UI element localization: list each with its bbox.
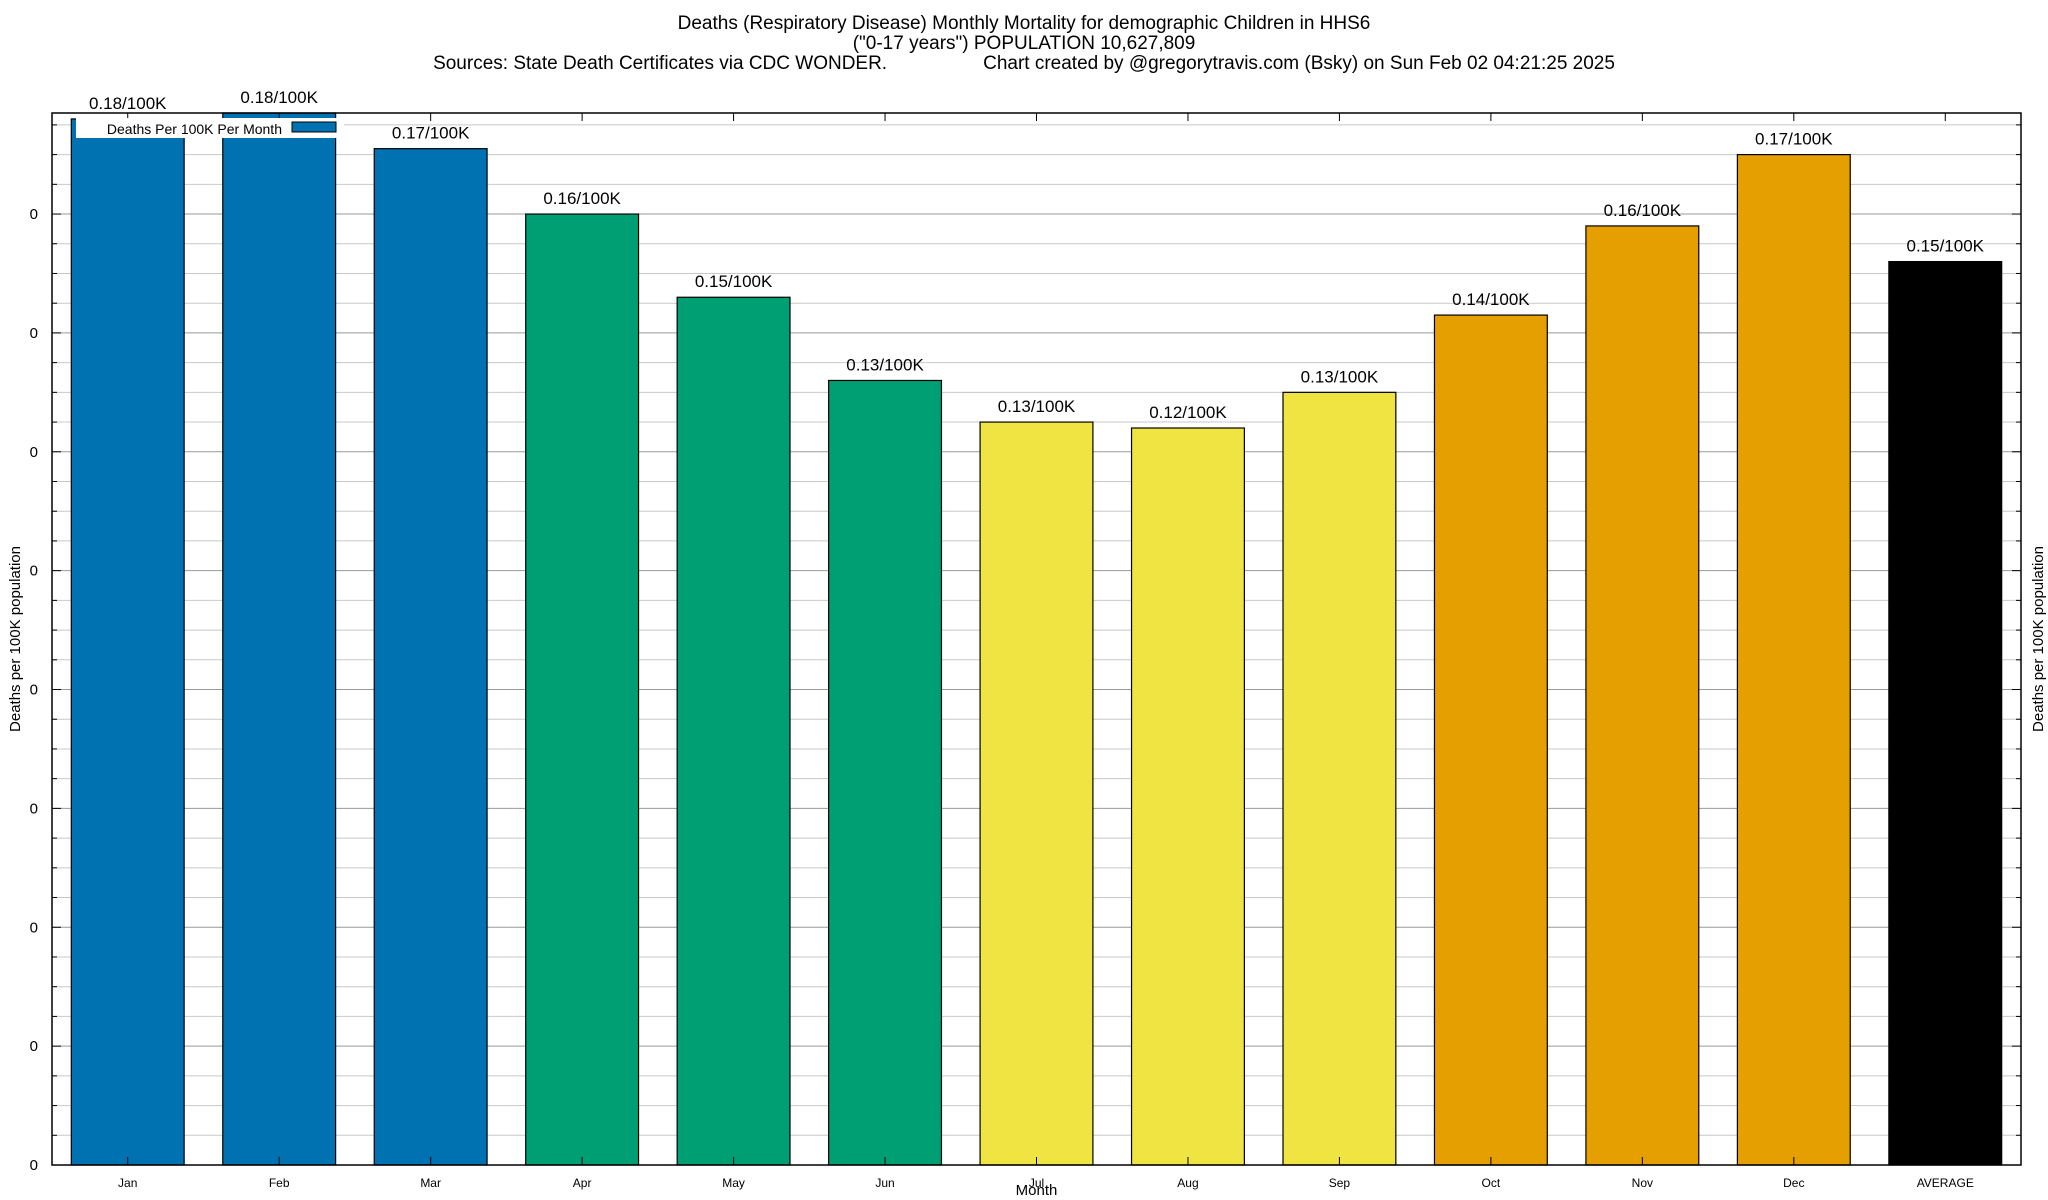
y-axis-label: Deaths per 100K population <box>7 546 24 732</box>
legend-label: Deaths Per 100K Per Month <box>107 121 282 137</box>
x-tick-label: AVERAGE <box>1917 1176 1974 1190</box>
x-tick-label: Mar <box>420 1176 441 1190</box>
bar-average <box>1888 260 2003 1166</box>
x-tick-label: Aug <box>1177 1176 1198 1190</box>
data-label: 0.16/100K <box>1604 201 1682 220</box>
data-label: 0.12/100K <box>1149 403 1227 422</box>
x-tick-label: Jun <box>875 1176 894 1190</box>
bar-aug <box>1130 427 1245 1166</box>
data-label: 0.15/100K <box>695 272 773 291</box>
y-tick-label: 0 <box>30 682 38 699</box>
data-label: 0.13/100K <box>1301 367 1379 386</box>
y-tick-label: 0 <box>30 1157 38 1174</box>
y-tick-label: 0 <box>30 800 38 817</box>
x-tick-label: May <box>722 1176 745 1190</box>
x-tick-label: Dec <box>1783 1176 1804 1190</box>
x-tick-label: Jan <box>118 1176 137 1190</box>
bar-dec <box>1736 154 1851 1166</box>
x-tick-label: Jul <box>1029 1176 1044 1190</box>
data-label: 0.14/100K <box>1452 290 1530 309</box>
data-label: 0.13/100K <box>846 355 924 374</box>
data-label: 0.18/100K <box>240 88 318 107</box>
bar-jun <box>828 379 943 1166</box>
bar-mar <box>373 148 488 1166</box>
bar-jan <box>70 118 185 1166</box>
y-tick-label: 0 <box>30 563 38 580</box>
data-label: 0.16/100K <box>543 189 621 208</box>
x-tick-label: Apr <box>573 1176 592 1190</box>
chart-title-block: Deaths (Respiratory Disease) Monthly Mor… <box>0 14 2048 74</box>
bars <box>70 112 2003 1166</box>
bar-oct <box>1433 314 1548 1166</box>
bar-feb <box>222 112 337 1166</box>
bar-nov <box>1585 225 1700 1166</box>
chart-sources-line: Sources: State Death Certificates via CD… <box>0 54 2048 74</box>
data-label: 0.17/100K <box>392 124 470 143</box>
legend: Deaths Per 100K Per Month <box>76 118 344 138</box>
data-label: 0.17/100K <box>1755 130 1833 149</box>
bar-jul <box>979 421 1094 1166</box>
data-label: 0.15/100K <box>1907 237 1985 256</box>
axes: 0 0 0 0 0 0 0 0 0 <box>30 113 2021 1174</box>
y-tick-label: 0 <box>30 444 38 461</box>
chart-title: Deaths (Respiratory Disease) Monthly Mor… <box>677 13 1371 34</box>
x-axis-label: Month <box>1016 1182 1058 1199</box>
chart-subtitle: ("0-17 years") POPULATION 10,627,809 <box>852 33 1196 54</box>
x-tick-label: Oct <box>1482 1176 1501 1190</box>
x-tick-label: Feb <box>269 1176 290 1190</box>
legend-swatch <box>291 121 337 133</box>
data-labels: 0.18/100K Jan 0.18/100K Feb 0.17/100K Mar 0.16… <box>89 88 1985 1190</box>
y2-axis-label: Deaths per 100K population <box>2030 546 2047 732</box>
data-label: 0.13/100K <box>998 397 1076 416</box>
bar-sep <box>1282 391 1397 1166</box>
chart-sources: Sources: State Death Certificates via CD… <box>433 53 888 74</box>
y-tick-label: 0 <box>30 919 38 936</box>
legend-background <box>76 118 344 138</box>
bar-may <box>676 296 791 1166</box>
bar-apr <box>525 213 640 1166</box>
y-tick-label: 0 <box>30 325 38 342</box>
data-label: 0.18/100K <box>89 94 167 113</box>
x-tick-label: Nov <box>1632 1176 1653 1190</box>
y-tick-label: 0 <box>30 1038 38 1055</box>
y-tick-label: 0 <box>30 206 38 223</box>
x-tick-label: Sep <box>1329 1176 1351 1190</box>
chart-credit: Chart created by @gregorytravis.com (Bsk… <box>983 53 1615 74</box>
